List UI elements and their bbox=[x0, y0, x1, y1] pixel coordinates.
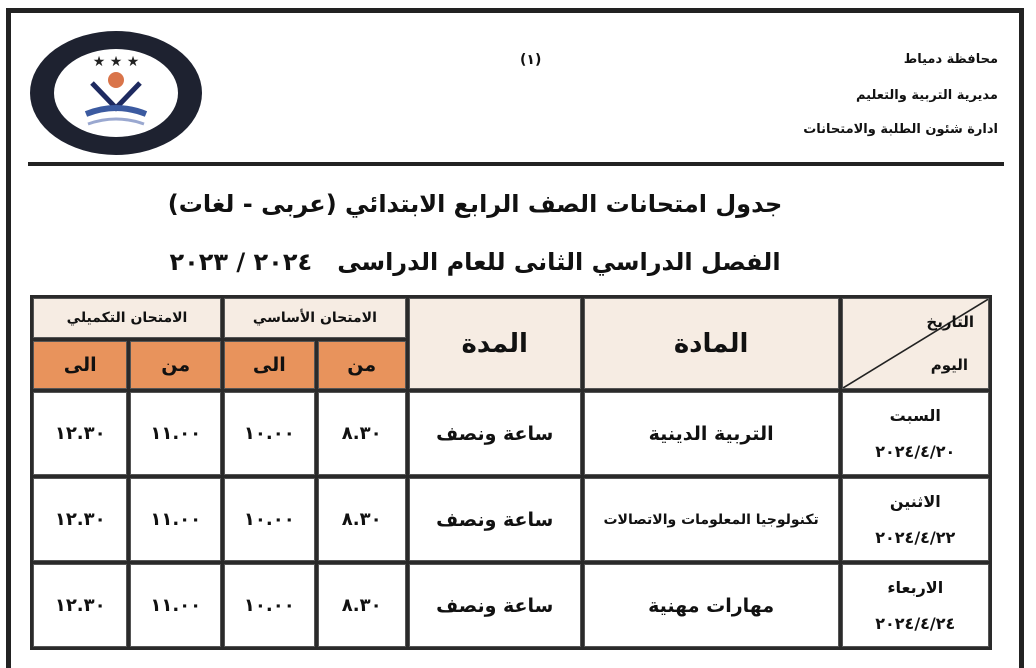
header-divider bbox=[28, 162, 1004, 166]
date-day-header: التاريخ اليوم bbox=[841, 298, 989, 389]
supp-from-header: من bbox=[130, 341, 222, 389]
governorate-name: محافظة دمياط bbox=[903, 52, 998, 67]
document-subtitle: الفصل الدراسي الثانى للعام الدراسى ٢٠٢٤ … bbox=[150, 248, 800, 276]
basic-to-header: الى bbox=[224, 341, 315, 389]
duration-header: المدة bbox=[408, 298, 581, 389]
subject-header: المادة bbox=[583, 298, 839, 389]
page-frame bbox=[6, 8, 1024, 668]
date: ٢٠٢٤/٤/٢٤ bbox=[875, 613, 956, 633]
subject-cell: مهارات مهنية bbox=[583, 564, 839, 647]
day-date-cell: الاثنين ٢٠٢٤/٤/٢٢ bbox=[841, 478, 989, 561]
supp-to-cell: ١٢.٣٠ bbox=[33, 564, 128, 647]
supp-from-cell: ١١.٠٠ bbox=[130, 564, 222, 647]
document-title: جدول امتحانات الصف الرابع الابتدائي (عرب… bbox=[167, 190, 783, 218]
supp-from-cell: ١١.٠٠ bbox=[130, 392, 222, 475]
exam-schedule-table: التاريخ اليوم المادة المدة الامتحان الأس… bbox=[30, 295, 992, 650]
day-date-cell: الاربعاء ٢٠٢٤/٤/٢٤ bbox=[841, 564, 989, 647]
basic-from-cell: ٨.٣٠ bbox=[317, 564, 406, 647]
day-date-cell: السبت ٢٠٢٤/٤/٢٠ bbox=[841, 392, 989, 475]
day: الاثنين bbox=[889, 491, 941, 511]
supplementary-exam-header: الامتحان التكميلي bbox=[33, 298, 222, 338]
table-row: الاربعاء ٢٠٢٤/٤/٢٤ مهارات مهنية ساعة ونصف… bbox=[33, 564, 989, 647]
basic-exam-header: الامتحان الأساسي bbox=[224, 298, 406, 338]
duration-cell: ساعة ونصف bbox=[408, 564, 581, 647]
day-header: اليوم bbox=[930, 356, 968, 374]
basic-to-cell: ١٠.٠٠ bbox=[224, 564, 315, 647]
supp-to-cell: ١٢.٣٠ bbox=[33, 478, 128, 561]
basic-to-cell: ١٠.٠٠ bbox=[224, 478, 315, 561]
basic-from-cell: ٨.٣٠ bbox=[317, 478, 406, 561]
date: ٢٠٢٤/٤/٢٠ bbox=[875, 441, 956, 461]
day: الاربعاء bbox=[887, 577, 944, 597]
directorate-logo: ★ ★ ★ bbox=[26, 28, 206, 158]
table-row: الاثنين ٢٠٢٤/٤/٢٢ تكنولوجيا المعلومات وال… bbox=[33, 478, 989, 561]
subject-cell: التربية الدينية bbox=[583, 392, 839, 475]
duration-cell: ساعة ونصف bbox=[408, 478, 581, 561]
basic-to-cell: ١٠.٠٠ bbox=[224, 392, 315, 475]
supp-to-cell: ١٢.٣٠ bbox=[33, 392, 128, 475]
academic-year: ٢٠٢٤ / ٢٠٢٣ bbox=[169, 248, 313, 276]
page-number: (١) bbox=[520, 52, 542, 68]
directorate-name: مديرية التربية والتعليم bbox=[855, 88, 998, 103]
basic-from-cell: ٨.٣٠ bbox=[317, 392, 406, 475]
table-row: السبت ٢٠٢٤/٤/٢٠ التربية الدينية ساعة ونصف… bbox=[33, 392, 989, 475]
date-header: التاريخ bbox=[926, 313, 974, 331]
svg-text:★ ★ ★: ★ ★ ★ bbox=[93, 54, 140, 70]
department-name: ادارة شئون الطلبة والامتحانات bbox=[803, 122, 998, 137]
basic-from-header: من bbox=[317, 341, 406, 389]
term-label: الفصل الدراسي الثانى للعام الدراسى bbox=[337, 248, 781, 276]
supp-to-header: الى bbox=[33, 341, 128, 389]
duration-cell: ساعة ونصف bbox=[408, 392, 581, 475]
subject-cell: تكنولوجيا المعلومات والاتصالات bbox=[583, 478, 839, 561]
day: السبت bbox=[889, 405, 941, 425]
supp-from-cell: ١١.٠٠ bbox=[130, 478, 222, 561]
date: ٢٠٢٤/٤/٢٢ bbox=[875, 527, 956, 547]
